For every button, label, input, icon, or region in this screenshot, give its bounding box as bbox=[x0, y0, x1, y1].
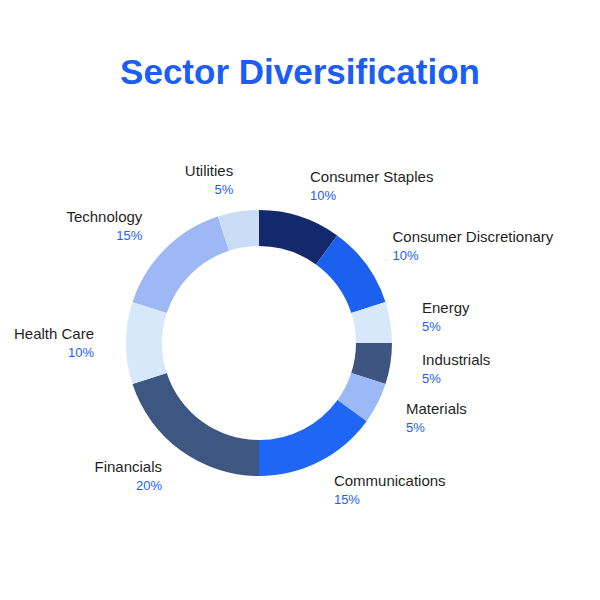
category-label: Consumer Discretionary bbox=[392, 228, 553, 245]
slice bbox=[218, 210, 259, 251]
category-label: Materials bbox=[406, 400, 467, 417]
value-label: 10% bbox=[392, 248, 418, 263]
category-label: Technology bbox=[66, 208, 142, 225]
value-label: 5% bbox=[214, 182, 233, 197]
category-label: Energy bbox=[422, 299, 470, 316]
slice bbox=[351, 302, 392, 343]
slice bbox=[133, 217, 230, 314]
value-label: 10% bbox=[310, 188, 336, 203]
chart: Sector Diversification Consumer Staples 10… bbox=[0, 0, 600, 600]
category-label: Consumer Staples bbox=[310, 168, 433, 185]
category-label: Communications bbox=[334, 472, 446, 489]
slice bbox=[126, 302, 167, 384]
value-label: 15% bbox=[116, 228, 142, 243]
slice bbox=[259, 400, 367, 476]
value-label: 20% bbox=[136, 478, 162, 493]
value-label: 5% bbox=[422, 319, 441, 334]
category-label: Industrials bbox=[422, 351, 490, 368]
category-label: Health Care bbox=[14, 325, 94, 342]
category-label: Financials bbox=[94, 458, 162, 475]
title: Sector Diversification bbox=[120, 52, 480, 91]
slices bbox=[126, 210, 392, 476]
value-label: 5% bbox=[422, 371, 441, 386]
slice bbox=[316, 235, 385, 313]
labels: Consumer Staples 10% Consumer Discretionar… bbox=[14, 162, 554, 507]
category-label: Utilities bbox=[185, 162, 233, 179]
value-label: 5% bbox=[406, 420, 425, 435]
value-label: 10% bbox=[68, 345, 94, 360]
value-label: 15% bbox=[334, 492, 360, 507]
